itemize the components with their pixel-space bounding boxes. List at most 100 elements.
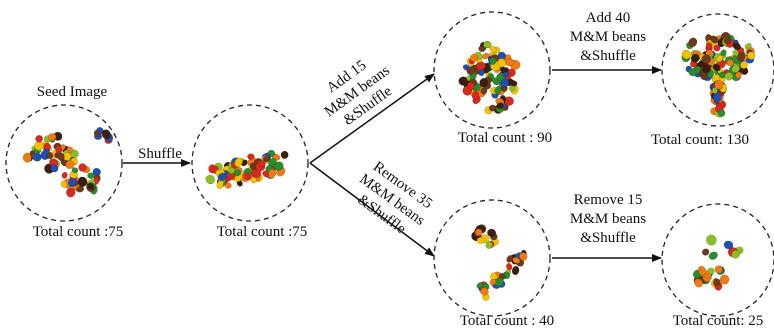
- bean: [78, 163, 87, 172]
- bean: [93, 129, 101, 137]
- add40-edge-label: Add 40 M&M beans &Shuffle: [570, 10, 646, 64]
- bean: [35, 134, 43, 143]
- upper-mid-count-label: Total count : 90: [458, 130, 552, 146]
- bean: [720, 49, 727, 56]
- bean: [497, 58, 507, 68]
- bean: [494, 86, 502, 95]
- bean: [480, 87, 488, 95]
- bean: [71, 167, 79, 174]
- bean: [247, 153, 255, 160]
- bean: [22, 152, 32, 163]
- bean: [744, 43, 752, 50]
- bean: [65, 160, 75, 169]
- bean: [480, 287, 489, 296]
- bean: [697, 265, 707, 276]
- bean: [262, 155, 271, 163]
- bean: [688, 68, 697, 77]
- bean: [76, 185, 85, 193]
- bean: [43, 142, 51, 151]
- add15-edge-label: Add 15 M&M beans &Shuffle: [322, 57, 396, 129]
- bean: [712, 92, 722, 103]
- bean: [489, 278, 497, 286]
- lower-mid-count-label: Total count : 40: [460, 313, 554, 329]
- bean: [740, 61, 748, 69]
- bean: [737, 51, 746, 62]
- bean: [228, 167, 236, 174]
- bean: [488, 104, 497, 112]
- remove15-line-1: Remove 15: [574, 192, 643, 208]
- bean: [724, 72, 734, 81]
- bean: [60, 180, 68, 188]
- bean: [511, 265, 520, 276]
- bean: [224, 182, 232, 189]
- upper-mid-node-circle: [433, 11, 551, 129]
- bean: [483, 41, 492, 49]
- bean: [241, 159, 248, 167]
- bean: [66, 187, 76, 198]
- remove35-arrow: [309, 162, 435, 257]
- bean: [487, 228, 497, 238]
- bean: [476, 282, 484, 289]
- seed-count-label: Total count :75: [33, 224, 124, 240]
- bean: [731, 250, 740, 259]
- bean: [469, 53, 479, 62]
- bean: [217, 172, 227, 181]
- bean: [234, 157, 243, 168]
- bean: [55, 145, 63, 154]
- bean: [707, 267, 715, 275]
- bean: [77, 176, 88, 187]
- bean: [258, 160, 266, 168]
- bean: [474, 228, 483, 237]
- bean: [467, 81, 475, 90]
- bean: [702, 63, 711, 74]
- bean: [46, 152, 54, 160]
- bean: [227, 171, 236, 181]
- bean: [476, 236, 486, 244]
- bean: [701, 54, 712, 64]
- bean: [506, 263, 513, 271]
- bean: [719, 274, 730, 285]
- bean: [243, 172, 252, 181]
- bean: [716, 55, 724, 62]
- bean: [280, 150, 289, 159]
- bean: [681, 49, 692, 60]
- bean: [712, 63, 721, 72]
- bean: [205, 174, 216, 185]
- bean: [496, 102, 504, 109]
- bean: [87, 172, 95, 179]
- bean: [489, 57, 497, 65]
- bean: [500, 78, 510, 88]
- bean: [267, 169, 277, 179]
- bean: [471, 90, 480, 100]
- bean: [732, 42, 742, 51]
- bean: [713, 44, 721, 52]
- bean: [723, 240, 734, 250]
- bean: [717, 109, 726, 117]
- remove15-line-2: M&M beans: [570, 211, 646, 227]
- bean: [701, 248, 710, 256]
- bean: [509, 80, 518, 87]
- bean: [476, 61, 486, 71]
- bean: [714, 265, 723, 274]
- shuffled-bean-cluster: [205, 149, 289, 190]
- upper-right-count-label: Total count: 130: [651, 132, 749, 148]
- upper-right-bean-cluster: [681, 31, 756, 118]
- bean: [690, 53, 700, 63]
- bean: [688, 37, 698, 48]
- seed-title: Seed Image: [37, 84, 108, 100]
- bean: [466, 66, 476, 76]
- bean: [485, 241, 493, 249]
- bean: [710, 35, 719, 44]
- bean: [519, 252, 528, 261]
- bean: [481, 52, 490, 60]
- bean: [713, 278, 721, 287]
- bean: [87, 182, 95, 190]
- bean: [723, 37, 732, 45]
- bean: [50, 164, 59, 173]
- bean: [478, 45, 486, 53]
- seed-bean-cluster: [22, 127, 114, 198]
- bean: [731, 64, 741, 73]
- remove15-edge-label: Remove 15 M&M beans &Shuffle: [570, 192, 646, 246]
- bean: [47, 133, 57, 142]
- lower-mid-bean-cluster: [471, 224, 528, 301]
